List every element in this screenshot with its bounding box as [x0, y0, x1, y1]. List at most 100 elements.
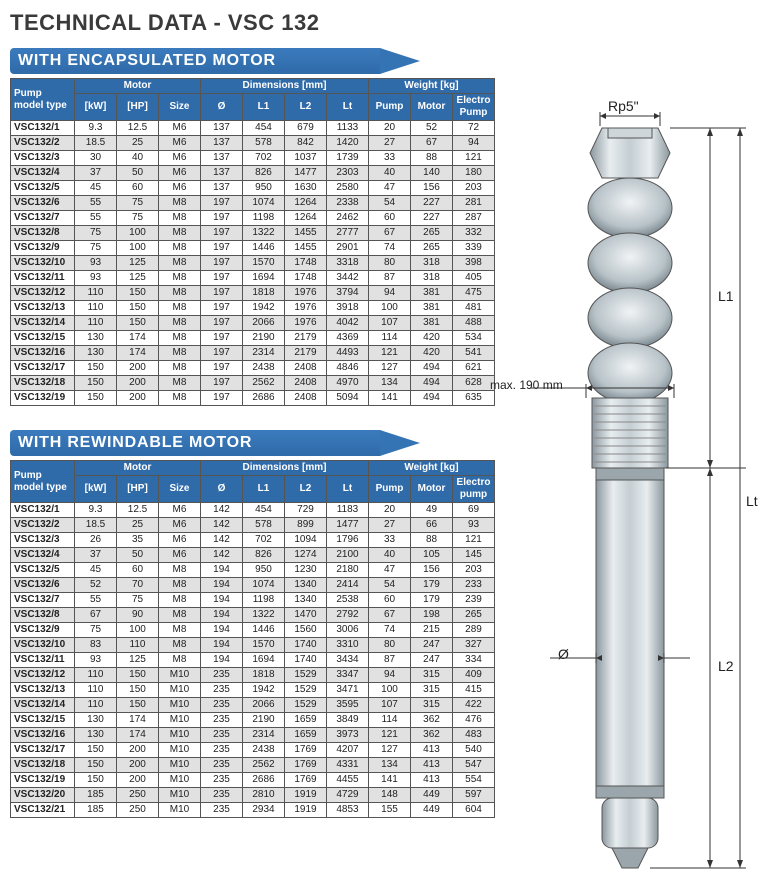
table-cell: VSC132/4 [11, 166, 75, 181]
pump-diagram: Rp5" [530, 98, 760, 878]
table-row: VSC132/19150200M102352686176944551414135… [11, 773, 495, 788]
table-cell: 1455 [285, 226, 327, 241]
table-cell: 87 [369, 271, 411, 286]
table-cell: M6 [159, 533, 201, 548]
table-cell: 194 [201, 578, 243, 593]
th-motor-group: Motor [75, 79, 201, 94]
table-row: VSC132/15130174M102352190165938491143624… [11, 713, 495, 728]
table-cell: M10 [159, 788, 201, 803]
table-cell: 197 [201, 346, 243, 361]
table-cell: 494 [411, 361, 453, 376]
table-cell: 12.5 [117, 503, 159, 518]
table-cell: VSC132/19 [11, 773, 75, 788]
table-cell: VSC132/16 [11, 346, 75, 361]
table-cell: M8 [159, 638, 201, 653]
table-cell: 534 [453, 331, 495, 346]
table-cell: VSC132/6 [11, 196, 75, 211]
table-cell: M6 [159, 166, 201, 181]
table-cell: 87 [369, 653, 411, 668]
table-cell: 30 [75, 151, 117, 166]
table-row: VSC132/20185250M102352810191947291484495… [11, 788, 495, 803]
table-cell: 635 [453, 391, 495, 406]
table-cell: 125 [117, 256, 159, 271]
table-cell: VSC132/16 [11, 728, 75, 743]
table-cell: 2901 [327, 241, 369, 256]
table-cell: 547 [453, 758, 495, 773]
table-cell: 55 [75, 211, 117, 226]
table-cell: 1570 [243, 256, 285, 271]
table-cell: 45 [75, 563, 117, 578]
table-row: VSC132/54560M61379501630258047156203 [11, 181, 495, 196]
table-cell: M8 [159, 211, 201, 226]
table-cell: 315 [411, 683, 453, 698]
table-cell: 134 [369, 376, 411, 391]
table-cell: M8 [159, 316, 201, 331]
table-cell: 49 [411, 503, 453, 518]
th-model: Pump model type [11, 79, 75, 121]
table-cell: 239 [453, 593, 495, 608]
table-cell: 52 [411, 121, 453, 136]
table-cell: 74 [369, 623, 411, 638]
th-l1: L1 [243, 94, 285, 121]
table-cell: 413 [411, 758, 453, 773]
table-cell: VSC132/20 [11, 788, 75, 803]
table-cell: 315 [411, 668, 453, 683]
table-cell: 2810 [243, 788, 285, 803]
table-cell: 2580 [327, 181, 369, 196]
table-cell: 150 [117, 698, 159, 713]
table-cell: 194 [201, 638, 243, 653]
table-cell: M10 [159, 683, 201, 698]
table-cell: 100 [369, 301, 411, 316]
table-cell: 150 [75, 773, 117, 788]
table-cell: 235 [201, 803, 243, 818]
table-cell: 2338 [327, 196, 369, 211]
table-cell: 150 [75, 361, 117, 376]
table-cell: 179 [411, 578, 453, 593]
table-cell: 4207 [327, 743, 369, 758]
diagram-lt-label: Lt [746, 493, 758, 509]
table-cell: 235 [201, 683, 243, 698]
table-cell: 235 [201, 788, 243, 803]
table-cell: 1420 [327, 136, 369, 151]
table-row: VSC132/33040M6137702103717393388121 [11, 151, 495, 166]
table-cell: 40 [117, 151, 159, 166]
table-cell: 247 [411, 653, 453, 668]
table-cell: VSC132/18 [11, 376, 75, 391]
table-cell: M10 [159, 728, 201, 743]
table-cell: 137 [201, 136, 243, 151]
table-cell: 179 [411, 593, 453, 608]
table-cell: 1769 [285, 758, 327, 773]
table-cell: VSC132/19 [11, 391, 75, 406]
th-l2: L2 [285, 94, 327, 121]
table-cell: 45 [75, 181, 117, 196]
table-cell: 3434 [327, 653, 369, 668]
table-cell: 110 [75, 286, 117, 301]
table-cell: 233 [453, 578, 495, 593]
th-motor: Motor [411, 476, 453, 503]
section-title-1: WITH ENCAPSULATED MOTOR [10, 48, 470, 74]
table-cell: 235 [201, 758, 243, 773]
table-cell: 235 [201, 698, 243, 713]
table-cell: 1446 [243, 241, 285, 256]
th-kw: [kW] [75, 94, 117, 121]
table-cell: 2303 [327, 166, 369, 181]
table-cell: 1919 [285, 788, 327, 803]
table-cell: 327 [453, 638, 495, 653]
table-cell: 52 [75, 578, 117, 593]
table-cell: 67 [369, 226, 411, 241]
th-hp: [HP] [117, 94, 159, 121]
table-cell: 110 [75, 316, 117, 331]
th-l2: L2 [285, 476, 327, 503]
table-cell: 1659 [285, 728, 327, 743]
table-cell: VSC132/2 [11, 518, 75, 533]
table-cell: M10 [159, 713, 201, 728]
table-cell: 409 [453, 668, 495, 683]
table-cell: VSC132/11 [11, 653, 75, 668]
table-cell: 3347 [327, 668, 369, 683]
th-pump: Pump [369, 94, 411, 121]
table-cell: 100 [369, 683, 411, 698]
table-cell: 18.5 [75, 518, 117, 533]
table-cell: 137 [201, 166, 243, 181]
table-cell: 150 [117, 301, 159, 316]
table-cell: 578 [243, 518, 285, 533]
